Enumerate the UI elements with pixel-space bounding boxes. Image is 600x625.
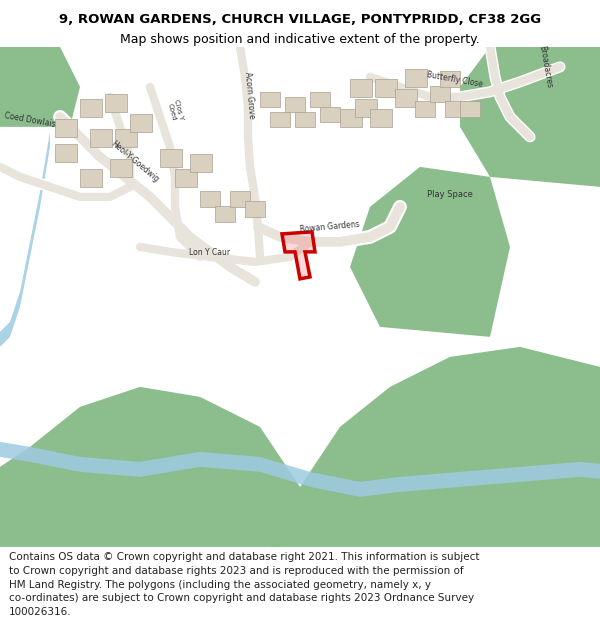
Text: co-ordinates) are subject to Crown copyright and database rights 2023 Ordnance S: co-ordinates) are subject to Crown copyr… bbox=[9, 593, 474, 603]
Text: 100026316.: 100026316. bbox=[9, 607, 71, 617]
Bar bbox=[405, 69, 427, 87]
Text: to Crown copyright and database rights 2023 and is reproduced with the permissio: to Crown copyright and database rights 2… bbox=[9, 566, 464, 576]
Bar bbox=[415, 101, 435, 117]
Bar bbox=[430, 86, 450, 102]
Text: Broadacres: Broadacres bbox=[537, 45, 553, 89]
Text: Clos Y
Coed: Clos Y Coed bbox=[166, 99, 184, 123]
Bar bbox=[80, 169, 102, 187]
Bar bbox=[370, 109, 392, 127]
Polygon shape bbox=[270, 347, 600, 547]
Bar bbox=[115, 129, 137, 147]
Bar bbox=[90, 129, 112, 147]
Bar bbox=[285, 97, 305, 112]
Bar bbox=[130, 114, 152, 132]
Bar bbox=[340, 109, 362, 127]
Bar bbox=[55, 119, 77, 137]
Bar bbox=[200, 191, 220, 207]
Bar bbox=[320, 107, 340, 122]
Polygon shape bbox=[0, 387, 300, 547]
Bar bbox=[375, 79, 397, 97]
Text: Lon Y Caur: Lon Y Caur bbox=[190, 248, 230, 257]
Bar bbox=[460, 101, 480, 117]
Bar bbox=[190, 154, 212, 172]
Bar bbox=[395, 89, 417, 107]
Text: 9, ROWAN GARDENS, CHURCH VILLAGE, PONTYPRIDD, CF38 2GG: 9, ROWAN GARDENS, CHURCH VILLAGE, PONTYP… bbox=[59, 13, 541, 26]
Text: Contains OS data © Crown copyright and database right 2021. This information is : Contains OS data © Crown copyright and d… bbox=[9, 552, 479, 562]
Bar bbox=[355, 99, 377, 117]
Bar bbox=[230, 191, 250, 207]
Text: Acorn Grove: Acorn Grove bbox=[244, 71, 257, 119]
Bar bbox=[215, 206, 235, 222]
Bar bbox=[270, 112, 290, 127]
Bar bbox=[55, 144, 77, 162]
Bar bbox=[175, 169, 197, 187]
Text: Play Space: Play Space bbox=[427, 190, 473, 199]
Bar bbox=[295, 112, 315, 127]
Bar bbox=[80, 99, 102, 117]
Polygon shape bbox=[0, 132, 50, 347]
Bar bbox=[160, 149, 182, 167]
Bar bbox=[310, 92, 330, 107]
Polygon shape bbox=[350, 167, 510, 337]
Text: Heol-Y-Goedwig: Heol-Y-Goedwig bbox=[109, 139, 161, 184]
Bar bbox=[440, 71, 460, 87]
Bar bbox=[350, 79, 372, 97]
Bar bbox=[445, 101, 465, 117]
Text: Coed Dowlais: Coed Dowlais bbox=[4, 111, 56, 129]
Text: HM Land Registry. The polygons (including the associated geometry, namely x, y: HM Land Registry. The polygons (includin… bbox=[9, 580, 431, 590]
Bar bbox=[245, 201, 265, 217]
Polygon shape bbox=[0, 442, 600, 497]
Bar bbox=[110, 159, 132, 177]
Text: Butterfly Close: Butterfly Close bbox=[426, 70, 484, 89]
Polygon shape bbox=[282, 232, 315, 279]
Text: Map shows position and indicative extent of the property.: Map shows position and indicative extent… bbox=[120, 32, 480, 46]
Bar bbox=[105, 94, 127, 112]
Bar bbox=[260, 92, 280, 107]
Polygon shape bbox=[0, 47, 80, 127]
Text: Rowan Gardens: Rowan Gardens bbox=[300, 219, 360, 234]
Polygon shape bbox=[460, 47, 600, 187]
